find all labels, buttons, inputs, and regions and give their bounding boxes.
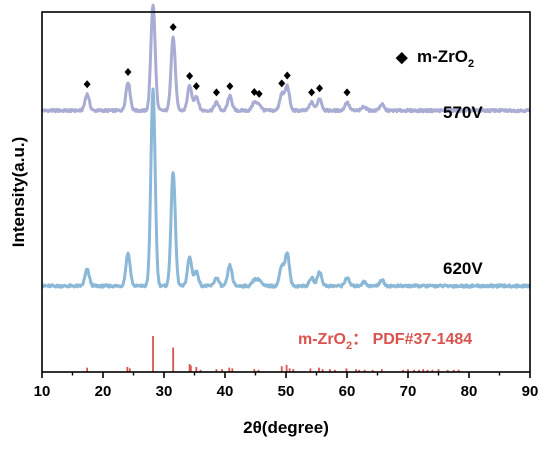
plot-frame: [41, 11, 531, 373]
x-tick-label: 50: [278, 383, 295, 400]
peak-marker-diamond-icon: [192, 82, 200, 91]
x-tick-label: 30: [156, 383, 173, 400]
legend-marker-diamond-icon: ◆: [395, 49, 408, 66]
legend: ◆ m-ZrO2: [395, 47, 474, 70]
x-axis-title: 2θ(degree): [243, 418, 329, 437]
peak-marker-diamond-icon: [316, 84, 324, 93]
x-tick-label: 40: [217, 383, 234, 400]
y-axis-title: Intensity(a.u.): [9, 137, 28, 248]
x-tick-label: 10: [34, 383, 51, 400]
x-tick-label: 70: [400, 383, 417, 400]
series-label-570v: 570V: [443, 103, 483, 122]
x-tick-label: 80: [461, 383, 478, 400]
x-tick-label: 90: [522, 383, 539, 400]
series-620v: [41, 87, 532, 289]
legend-label: m-ZrO2: [417, 47, 474, 70]
x-tick-label: 20: [95, 383, 112, 400]
series-label-620v: 620V: [443, 259, 483, 278]
x-tick-label: 60: [339, 383, 356, 400]
x-axis-ticks: 10 20 30 40 50 60 70 80 90: [34, 372, 539, 400]
peak-marker-diamond-icon: [186, 71, 194, 80]
peak-marker-diamond-icon: [83, 80, 91, 89]
peak-marker-diamond-icon: [226, 82, 234, 91]
peak-marker-diamond-icon: [343, 88, 351, 97]
peak-marker-diamond-icon: [278, 79, 286, 88]
peak-marker-diamond-icon: [124, 68, 132, 76]
peak-marker-diamond-icon: [212, 88, 220, 97]
peak-markers: [83, 23, 351, 98]
series-line: [40, 3, 532, 114]
series-line: [41, 87, 532, 289]
peak-marker-diamond-icon: [283, 71, 291, 80]
peak-marker-diamond-icon: [169, 23, 177, 32]
series-570v: [40, 3, 532, 114]
reference-label: m-ZrO2： PDF#37-1484: [298, 331, 472, 352]
peak-marker-diamond-icon: [255, 89, 263, 98]
peak-marker-diamond-icon: [308, 88, 316, 97]
